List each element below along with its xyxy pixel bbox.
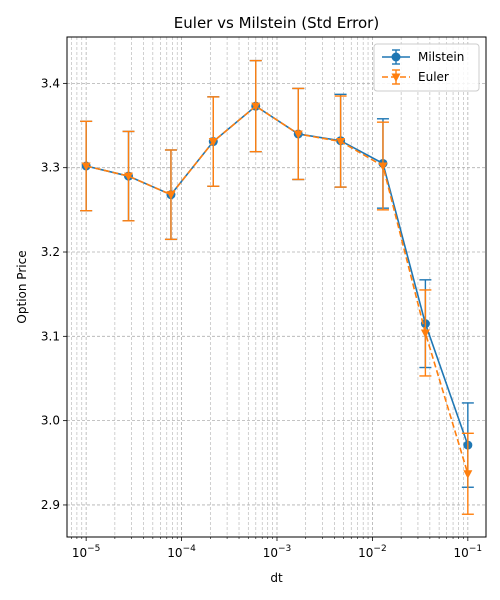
chart-title: Euler vs Milstein (Std Error): [174, 14, 379, 32]
series-line: [85, 105, 469, 474]
series-euler: [80, 59, 474, 515]
y-axis-label: Option Price: [15, 250, 29, 323]
y-tick-label: 3.3: [41, 161, 60, 175]
y-tick-label: 3.4: [41, 76, 60, 90]
y-tick-label: 2.9: [41, 498, 60, 512]
legend-label-euler: Euler: [418, 70, 449, 84]
y-tick-label: 3.2: [41, 245, 60, 259]
grid: [67, 37, 486, 537]
legend-label-milstein: Milstein: [418, 50, 464, 64]
y-tick-label: 3.0: [41, 414, 60, 428]
x-tick-label: 10−1: [454, 544, 483, 560]
y-tick-label: 3.1: [41, 329, 60, 343]
legend-marker: [391, 52, 401, 62]
data-point: [208, 138, 218, 147]
data-point: [336, 138, 346, 147]
data-point: [420, 329, 430, 338]
data-point: [124, 172, 134, 182]
legend-marker: [391, 73, 401, 82]
data-point: [378, 162, 388, 172]
x-tick-label: 10−4: [167, 544, 196, 560]
x-tick-label: 10−5: [72, 544, 101, 560]
data-point: [463, 470, 473, 479]
data-point: [81, 162, 91, 172]
axes-frame: [66, 36, 487, 538]
x-tick-label: 10−2: [358, 544, 387, 560]
axis-ticks: 10−5 10−4 10−3 10−2 10−1 2.9 3.0 3.1 3.2 3.3 3.4: [41, 76, 482, 560]
data-point: [251, 102, 261, 112]
data-point: [293, 130, 303, 139]
x-tick-label: 10−3: [263, 544, 292, 560]
data-point: [166, 191, 176, 200]
legend: Milstein Euler: [373, 43, 480, 92]
plot-data: [80, 59, 474, 515]
x-axis-label: dt: [270, 571, 283, 585]
